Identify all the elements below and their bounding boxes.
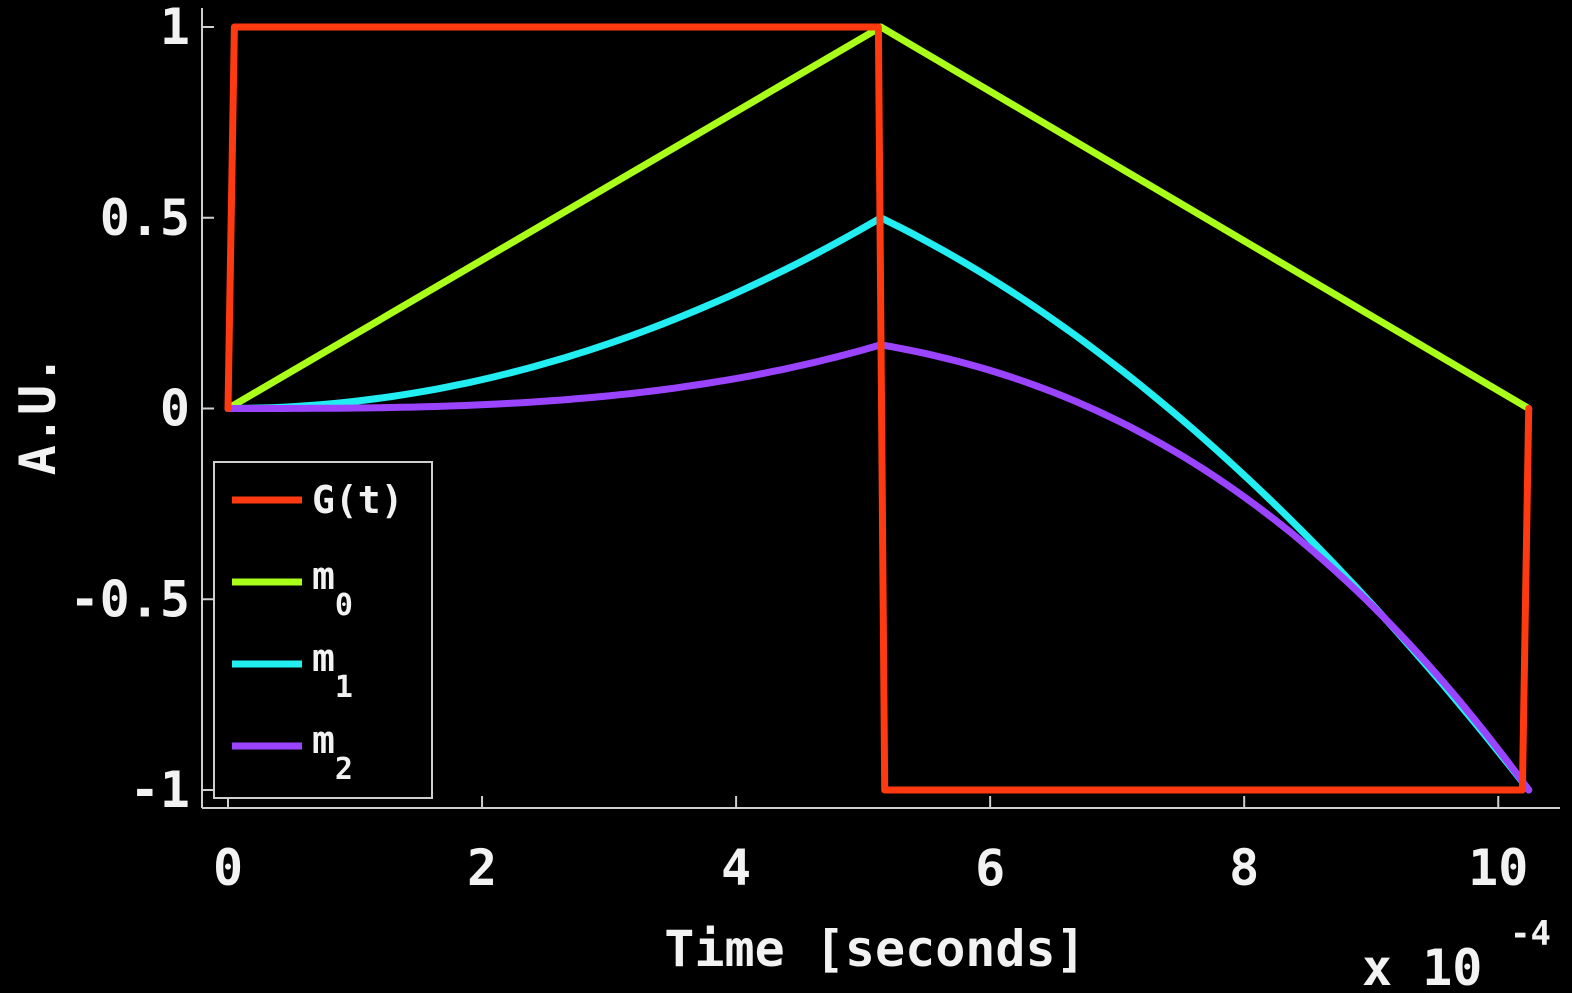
legend: G(t) m0 m1 m2 [213,461,433,799]
x-tick-label: 8 [1229,839,1259,897]
x-axis-multiplier-exponent: -4 [1510,914,1551,954]
x-tick-label: 6 [975,839,1005,897]
series-line-gt [224,23,1533,794]
x-axis-label: Time [seconds] [664,920,1085,978]
legend-box [213,461,433,799]
x-tick-label: 2 [467,839,497,897]
y-tick-label: 0.5 [100,189,190,247]
legend-entry-label: m2 [312,718,353,787]
legend-entry-label: G(t) [312,478,404,522]
y-tick-label: -0.5 [70,570,190,628]
y-tick-label: -1 [130,761,190,819]
legend-entry-label: m0 [312,554,353,623]
series-layer [224,23,1533,794]
x-axis-multiplier: x 10 [1362,939,1482,993]
y-tick-label: 1 [160,0,190,56]
x-tick-label: 10 [1468,839,1528,897]
y-tick-label: 0 [160,380,190,438]
legend-entry-label: m1 [312,636,353,705]
axes: 0 2 4 6 8 10 1 0.5 0 -0.5 -1 [70,0,1560,897]
x-tick-label: 0 [213,839,243,897]
y-axis-label: A.U. [9,355,67,475]
x-tick-label: 4 [721,839,751,897]
